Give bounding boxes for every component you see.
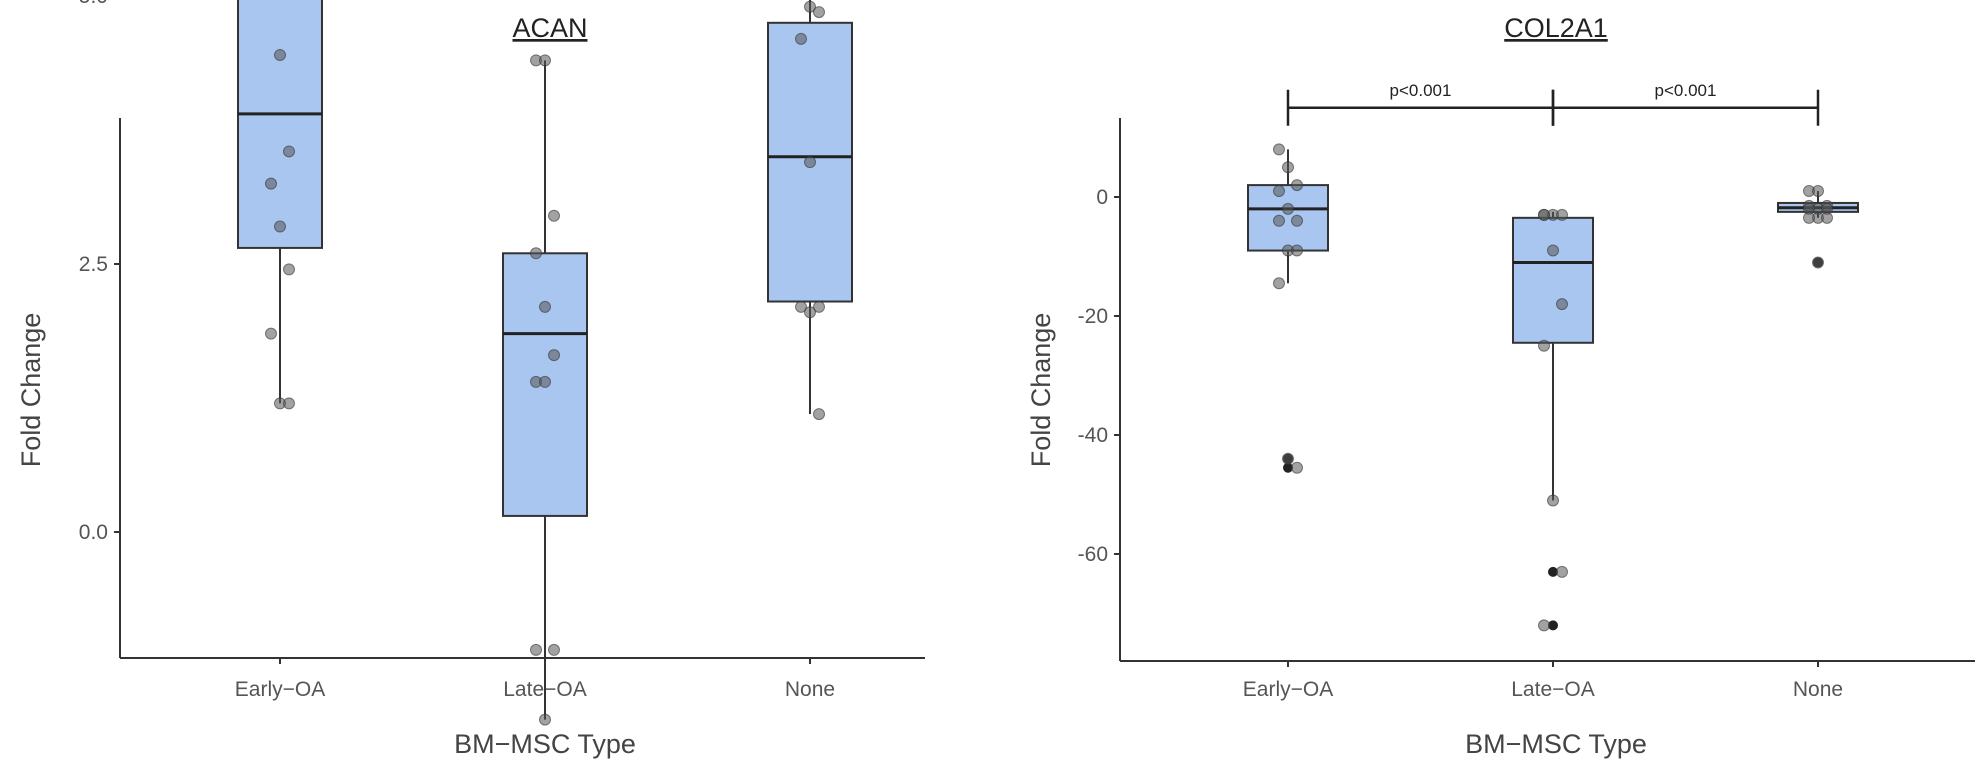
data-point — [1547, 244, 1559, 257]
data-point — [539, 375, 551, 388]
data-point — [283, 397, 295, 410]
data-point — [1556, 208, 1568, 221]
box-3 — [1777, 191, 1859, 268]
data-point — [795, 32, 807, 45]
data-point — [1291, 179, 1303, 192]
chart-title: COL2A1 — [1504, 13, 1608, 43]
chart-panel-2: COL2A1 -60 -40 -20 0 Early−OA Late−OA None BM−MS… — [1026, 13, 1975, 759]
data-point — [539, 300, 551, 313]
data-point — [1291, 461, 1303, 474]
data-point — [1273, 277, 1285, 290]
chart-title: ACAN — [512, 13, 587, 43]
box-body — [237, 0, 323, 249]
x-tick-label: Late−OA — [1511, 678, 1594, 701]
box-body — [1247, 184, 1329, 252]
y-axis-label: Fold Change — [1026, 313, 1056, 468]
data-point — [548, 209, 560, 222]
y-tick-label: -20 — [1078, 305, 1108, 328]
data-point — [539, 713, 551, 726]
data-point — [1812, 256, 1824, 269]
significance-bracket-2: p<0.001 — [1551, 81, 1820, 126]
data-point — [1538, 339, 1550, 352]
data-point — [1556, 298, 1568, 311]
data-point — [530, 643, 542, 656]
data-point — [1273, 214, 1285, 227]
data-point — [804, 156, 816, 169]
outlier-point — [1283, 462, 1293, 473]
y-tick-label: -40 — [1078, 424, 1108, 447]
data-point — [1282, 202, 1294, 215]
y-axis-label: Fold Change — [16, 313, 46, 468]
significance-bracket-1: p<0.001 — [1286, 81, 1555, 126]
data-point — [813, 6, 825, 19]
data-point — [1821, 211, 1833, 224]
box-1 — [1247, 149, 1329, 473]
data-point — [283, 145, 295, 158]
data-point — [1812, 185, 1824, 198]
data-point — [274, 220, 286, 233]
box-3 — [767, 0, 853, 415]
box-body — [1512, 216, 1594, 344]
data-point — [813, 408, 825, 421]
outlier-point — [1548, 566, 1558, 577]
data-point — [1282, 452, 1294, 465]
data-point — [1273, 143, 1285, 156]
data-point — [1291, 244, 1303, 257]
x-axis-label: BM−MSC Type — [1465, 729, 1647, 759]
box-2 — [502, 60, 588, 720]
data-point — [804, 0, 816, 13]
y-tick-label: 0 — [1096, 186, 1108, 209]
x-tick-label: None — [1793, 678, 1843, 701]
data-point — [1273, 185, 1285, 198]
data-point — [1538, 619, 1550, 632]
x-axis-label: BM−MSC Type — [454, 729, 636, 759]
data-point — [795, 300, 807, 313]
y-tick-label: 5.0 — [79, 0, 108, 8]
data-point — [530, 247, 542, 260]
y-tick-label: 0.0 — [79, 521, 108, 544]
data-point — [1282, 161, 1294, 174]
data-point — [1547, 494, 1559, 507]
data-point — [1538, 208, 1550, 221]
data-point — [804, 306, 816, 319]
data-point — [548, 643, 560, 656]
p-value-label: p<0.001 — [1655, 81, 1717, 100]
data-point — [539, 54, 551, 67]
box-1 — [237, 0, 323, 404]
p-value-label: p<0.001 — [1390, 81, 1452, 100]
x-tick-label: None — [785, 678, 835, 701]
data-point — [283, 263, 295, 276]
data-point — [265, 177, 277, 190]
x-tick-label: Early−OA — [235, 678, 325, 701]
box-2 — [1512, 211, 1594, 631]
data-point — [1556, 565, 1568, 578]
data-point — [813, 300, 825, 313]
y-tick-label: -60 — [1078, 543, 1108, 566]
data-point — [274, 48, 286, 61]
chart-panel-1: ACAN0.02.55.07.5Early−OALate−OANoneBM−MS… — [16, 0, 925, 759]
data-point — [548, 349, 560, 362]
y-tick-label: 2.5 — [79, 253, 108, 276]
x-tick-label: Early−OA — [1243, 678, 1333, 701]
data-point — [1291, 214, 1303, 227]
outlier-point — [1548, 620, 1558, 631]
data-point — [265, 327, 277, 340]
data-point — [1803, 211, 1815, 224]
